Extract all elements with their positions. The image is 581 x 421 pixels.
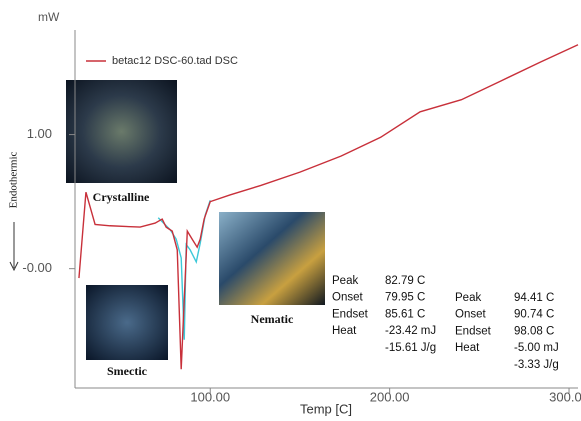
peak-label: Peak (455, 292, 481, 304)
x-tick-label: 100.00 (190, 389, 230, 404)
endo-arrow-head (9, 261, 19, 272)
phase-label: Nematic (251, 312, 294, 326)
peak-label: Endset (332, 308, 369, 320)
peak-label: Peak (332, 275, 358, 287)
x-tick-label: 200.00 (370, 389, 410, 404)
peak-label: Heat (455, 342, 480, 354)
smectic-image (86, 285, 168, 360)
peak-label: Onset (455, 309, 486, 321)
peak-value: -15.61 J/g (385, 342, 436, 354)
peak-label: Onset (332, 292, 363, 304)
peak-value: 82.79 C (385, 275, 425, 287)
peak-value: -23.42 mJ (385, 325, 436, 337)
y-axis-label: Endothermic (8, 151, 20, 208)
y-tick-label: 1.00 (27, 126, 52, 141)
peak-value: 90.74 C (514, 309, 554, 321)
phase-label: Smectic (107, 364, 148, 378)
peak-value: -5.00 mJ (514, 342, 559, 354)
peak-value: 98.08 C (514, 325, 554, 337)
nematic-image (219, 212, 325, 305)
phase-label: Crystalline (93, 190, 150, 204)
peak-label: Heat (332, 325, 357, 337)
peak-label: Endset (455, 325, 492, 337)
peak-value: 85.61 C (385, 308, 425, 320)
y-unit: mW (38, 10, 60, 24)
peak-value: 94.41 C (514, 292, 554, 304)
data-line (78, 44, 579, 370)
legend-label: betac12 DSC-60.tad DSC (112, 55, 238, 67)
x-axis-label: Temp [C] (300, 401, 352, 416)
peak-value: 79.95 C (385, 292, 425, 304)
crystalline-image (66, 80, 177, 183)
x-tick-label: 300.00 (549, 389, 581, 404)
peak-value: -3.33 J/g (514, 359, 559, 371)
y-tick-label: -0.00 (22, 260, 52, 275)
